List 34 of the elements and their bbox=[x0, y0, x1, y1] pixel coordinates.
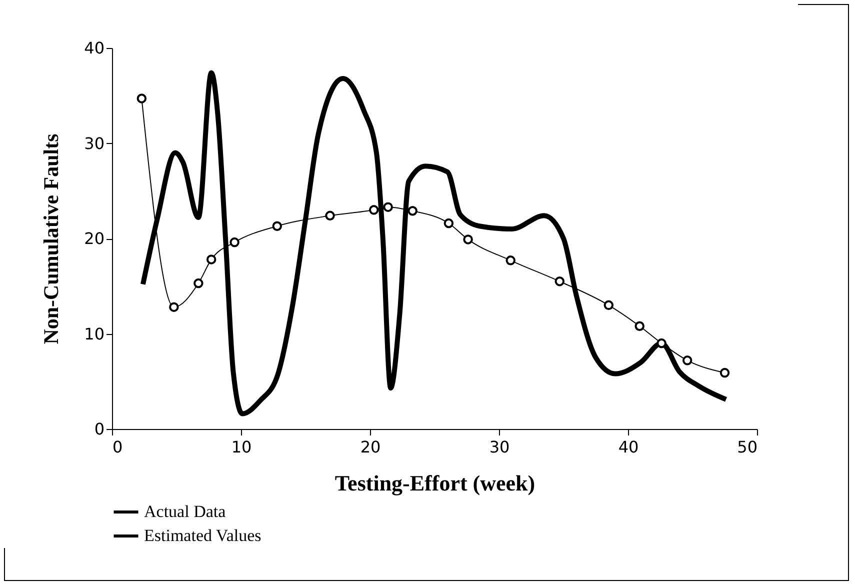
point bbox=[463, 234, 473, 244]
point bbox=[368, 205, 379, 215]
point bbox=[325, 210, 335, 221]
legend-label: Actual Data bbox=[144, 502, 226, 521]
point bbox=[230, 237, 240, 248]
point bbox=[682, 356, 692, 366]
y-tick-label: 0 bbox=[94, 420, 104, 438]
point bbox=[169, 302, 179, 312]
y-tick-label: 20 bbox=[84, 229, 104, 248]
point bbox=[383, 202, 393, 212]
point bbox=[656, 338, 666, 348]
x-tick-label: 0 bbox=[112, 438, 123, 456]
point bbox=[136, 94, 147, 104]
x-tick-label: 30 bbox=[489, 438, 510, 456]
point bbox=[506, 256, 516, 266]
y-axis-title: Non-Cumulative Faults bbox=[39, 134, 64, 344]
point bbox=[408, 206, 418, 216]
x-tick-label: 10 bbox=[231, 438, 252, 456]
point bbox=[634, 321, 644, 331]
y-tick-label: 30 bbox=[84, 134, 104, 153]
x-axis-title: Testing-Effort (week) bbox=[334, 470, 536, 496]
legend-label: Estimated Values bbox=[144, 526, 262, 545]
x-tick-label: 20 bbox=[360, 438, 381, 456]
x-tick-label: 50 bbox=[737, 438, 758, 456]
x-tick-label: 40 bbox=[618, 438, 639, 456]
point bbox=[720, 368, 730, 378]
y-tick-label: 40 bbox=[84, 38, 104, 58]
point bbox=[206, 254, 216, 264]
y-tick-label: 10 bbox=[84, 324, 104, 344]
point bbox=[604, 300, 614, 310]
point bbox=[194, 278, 204, 288]
point bbox=[554, 276, 565, 286]
point bbox=[272, 221, 282, 231]
point bbox=[444, 218, 454, 228]
